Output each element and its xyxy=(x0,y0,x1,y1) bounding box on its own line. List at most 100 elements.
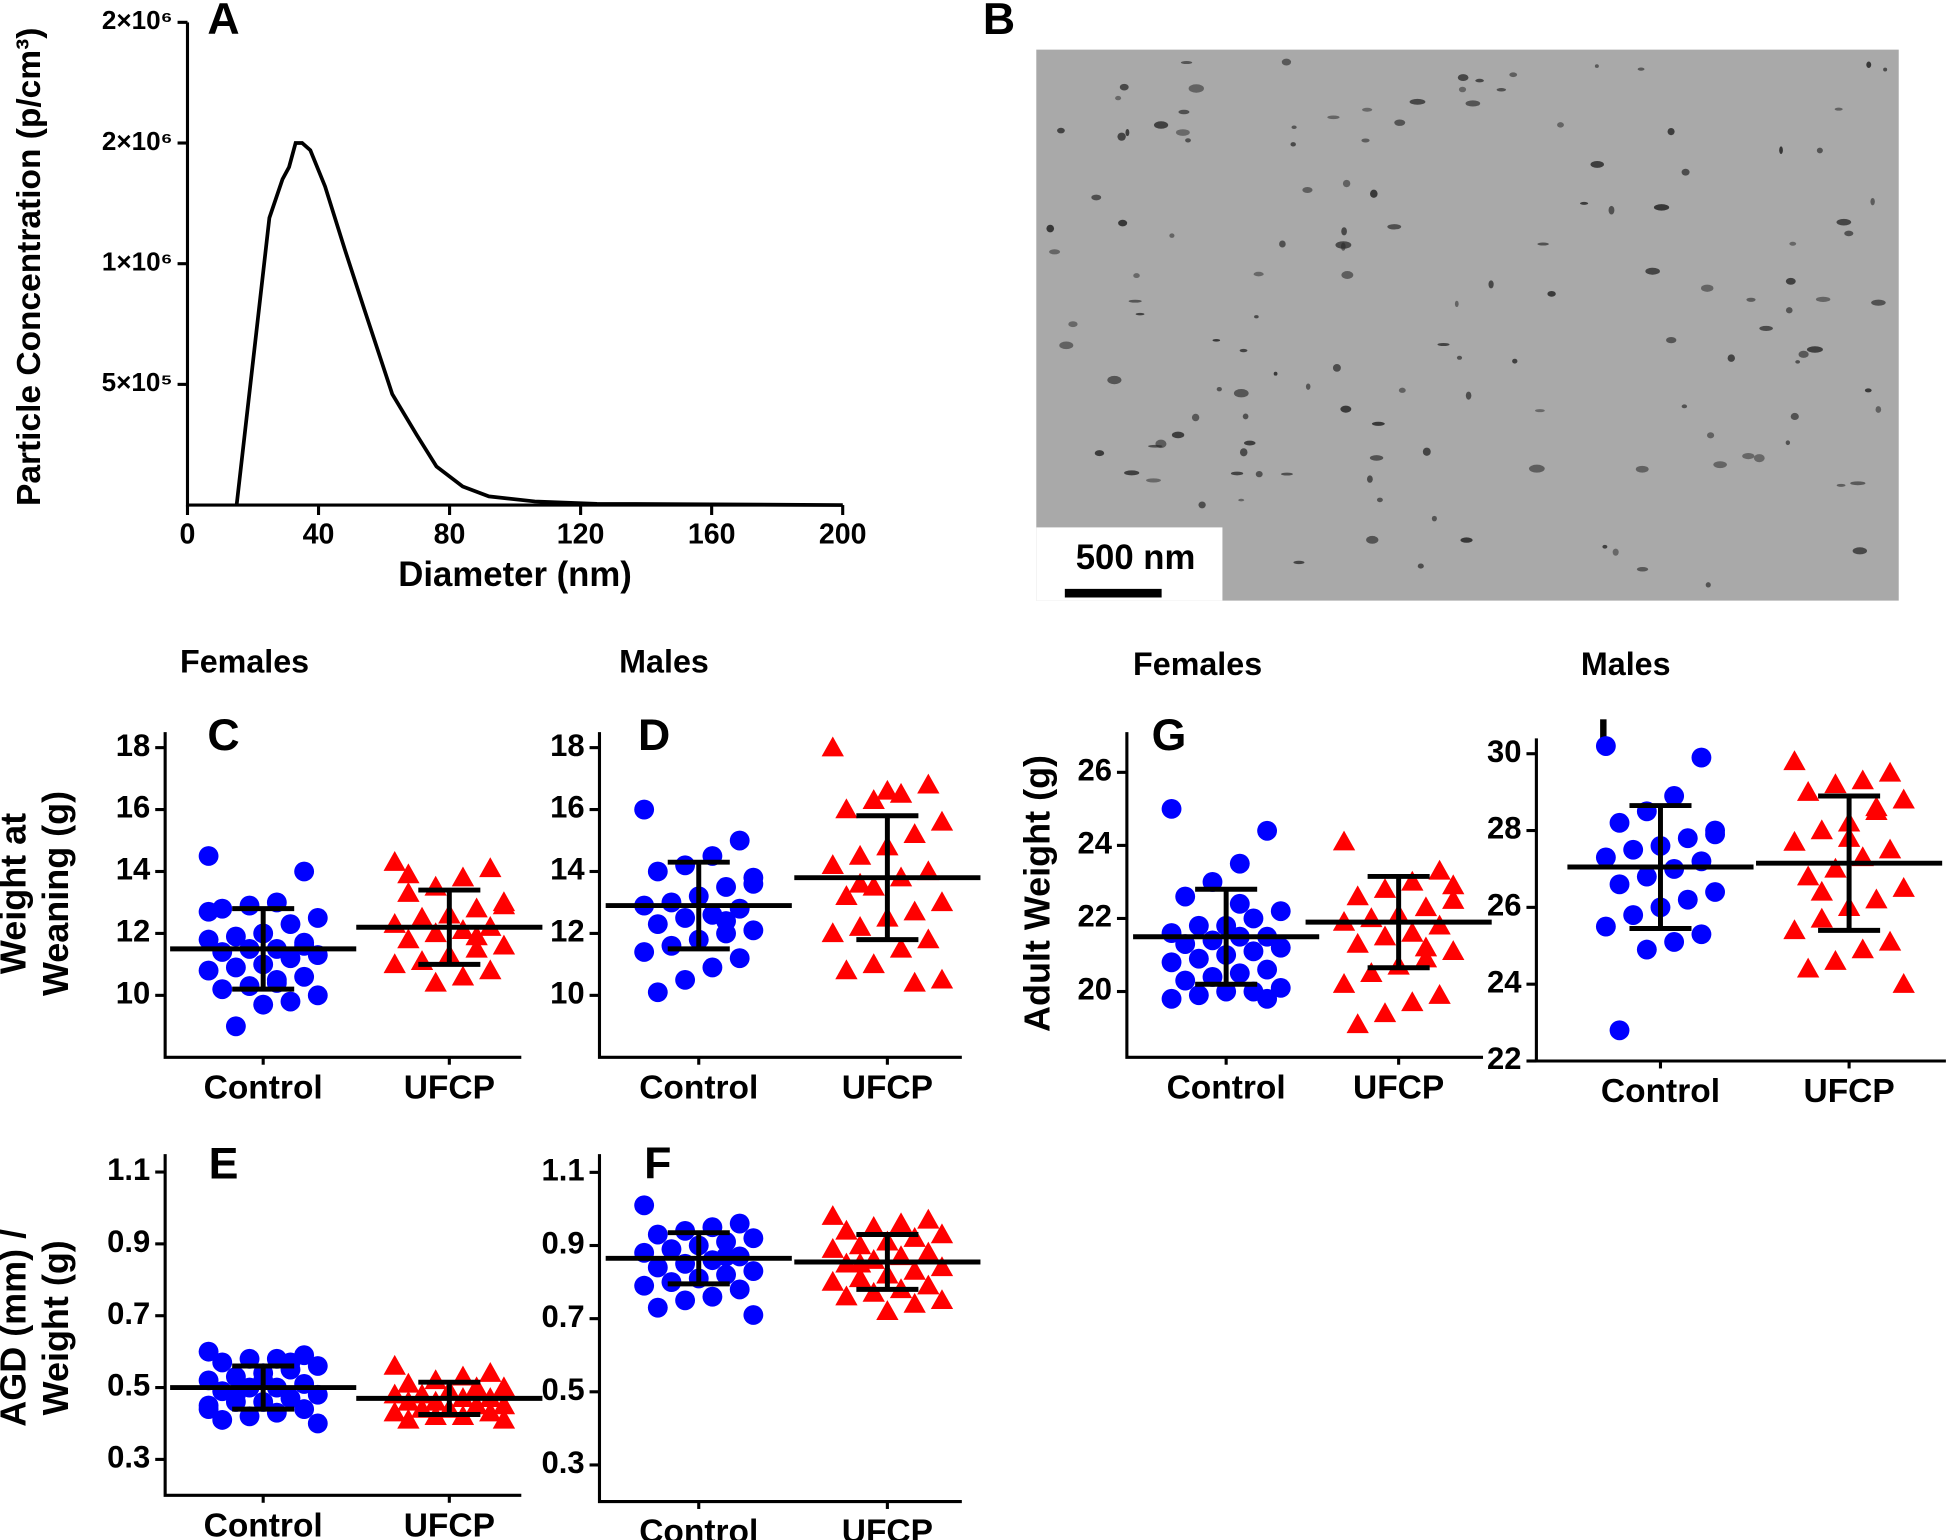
point xyxy=(1691,924,1712,945)
point xyxy=(1257,959,1278,980)
point xyxy=(1373,1002,1397,1023)
point xyxy=(383,1401,406,1422)
point xyxy=(465,925,488,946)
particle xyxy=(1705,582,1711,588)
particle xyxy=(1371,421,1385,426)
point xyxy=(1595,916,1616,937)
point xyxy=(280,948,301,969)
point xyxy=(702,957,723,978)
error-bar xyxy=(667,859,730,952)
particle xyxy=(1366,475,1373,483)
x-tick-label: UFCP xyxy=(842,1069,933,1106)
point xyxy=(1401,870,1424,891)
particle xyxy=(1216,386,1222,392)
point xyxy=(716,1231,736,1252)
point xyxy=(239,976,260,996)
point xyxy=(1878,930,1902,951)
particle xyxy=(1746,297,1756,302)
point xyxy=(1229,963,1250,984)
particle xyxy=(1457,74,1469,81)
point xyxy=(675,908,696,928)
point xyxy=(1257,988,1278,1009)
y-tick-label: 0.3 xyxy=(107,1440,150,1475)
point xyxy=(239,895,260,916)
point xyxy=(889,937,913,958)
point xyxy=(1229,853,1250,874)
y-tick-label: 18 xyxy=(116,728,150,763)
particle xyxy=(1254,315,1259,319)
point xyxy=(451,866,475,887)
particle xyxy=(1305,383,1311,390)
point xyxy=(479,857,502,878)
point xyxy=(1270,901,1291,922)
particle xyxy=(1107,375,1122,385)
particle xyxy=(1866,61,1872,68)
panel-letter: F xyxy=(644,1139,671,1188)
particle xyxy=(1291,125,1297,130)
particle xyxy=(1128,299,1142,303)
x-tick-label: UFCP xyxy=(1803,1073,1894,1110)
particle xyxy=(1133,273,1140,279)
point xyxy=(661,892,682,913)
error-bar xyxy=(1629,803,1692,931)
point xyxy=(383,953,406,974)
point xyxy=(280,1388,301,1409)
y-tick-label: 10 xyxy=(116,976,150,1011)
point xyxy=(743,920,764,941)
particle xyxy=(1178,109,1190,115)
x-tick-label: Control xyxy=(1601,1073,1720,1110)
y-tick-label: 14 xyxy=(550,852,585,887)
point xyxy=(1705,882,1726,902)
particle xyxy=(1785,307,1793,314)
particle xyxy=(1454,300,1459,308)
point xyxy=(1865,796,1888,817)
point xyxy=(729,948,750,969)
point xyxy=(1270,937,1291,958)
point xyxy=(307,1413,328,1434)
particle xyxy=(1785,277,1796,285)
y-tick-label: 0.5 xyxy=(107,1368,150,1403)
point xyxy=(492,1376,516,1397)
point xyxy=(1851,769,1874,790)
point xyxy=(198,901,219,922)
point xyxy=(492,1408,516,1429)
particle xyxy=(1233,389,1249,398)
y-tick-label: 26 xyxy=(1077,753,1112,788)
y-tick-label: 0.9 xyxy=(107,1224,150,1259)
particle xyxy=(1049,249,1061,255)
particle xyxy=(1557,122,1564,128)
point xyxy=(492,894,516,915)
point xyxy=(903,1292,926,1313)
point xyxy=(451,965,475,986)
x-tick-label: UFCP xyxy=(842,1514,933,1540)
point xyxy=(1414,896,1438,917)
panel-letter: D xyxy=(638,711,670,760)
particle xyxy=(1795,360,1801,364)
point xyxy=(647,1257,668,1278)
particle xyxy=(1171,431,1185,439)
point xyxy=(1595,847,1616,868)
point xyxy=(1346,885,1369,906)
point xyxy=(1414,936,1438,957)
particle xyxy=(1456,355,1463,360)
point xyxy=(383,912,406,933)
point xyxy=(424,875,447,896)
y-axis-label: Weight at xyxy=(0,813,34,974)
point xyxy=(465,937,488,958)
particle xyxy=(1637,67,1645,71)
particle xyxy=(1212,339,1221,342)
particle xyxy=(1636,566,1649,572)
point xyxy=(465,1379,488,1400)
y-tick-label: 1.1 xyxy=(107,1152,150,1187)
particle xyxy=(1852,547,1868,555)
particle xyxy=(1409,98,1426,105)
point xyxy=(661,935,682,956)
y-tick-label: 22 xyxy=(1077,899,1112,934)
y-tick-label: 18 xyxy=(550,728,585,763)
point xyxy=(1664,932,1685,952)
point xyxy=(1810,907,1833,928)
point xyxy=(862,1216,885,1236)
point xyxy=(1892,788,1915,809)
point xyxy=(1373,878,1397,898)
y-tick-label: 1×10⁶ xyxy=(102,247,173,277)
